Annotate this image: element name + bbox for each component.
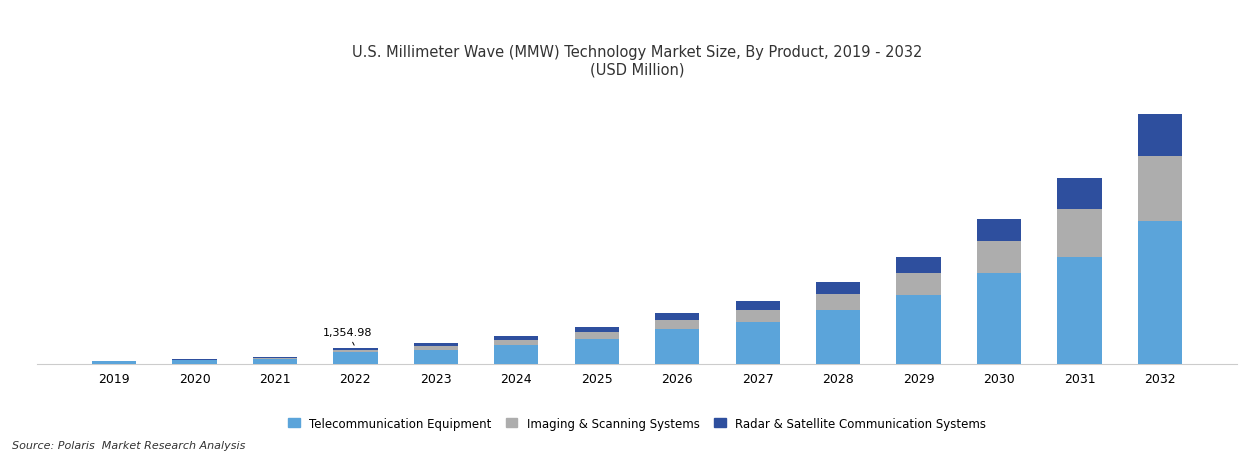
Bar xyxy=(1138,115,1182,156)
Bar xyxy=(816,311,861,364)
Bar xyxy=(252,357,297,358)
Bar xyxy=(1138,222,1182,364)
Bar xyxy=(977,242,1022,274)
Bar xyxy=(897,295,940,364)
Bar xyxy=(736,301,779,310)
Bar xyxy=(1058,210,1102,257)
Legend: Telecommunication Equipment, Imaging & Scanning Systems, Radar & Satellite Commu: Telecommunication Equipment, Imaging & S… xyxy=(284,412,990,435)
Bar xyxy=(977,220,1022,242)
Bar xyxy=(736,323,779,364)
Bar xyxy=(816,294,861,311)
Title: U.S. Millimeter Wave (MMW) Technology Market Size, By Product, 2019 - 2032
(USD : U.S. Millimeter Wave (MMW) Technology Ma… xyxy=(352,45,922,77)
Bar xyxy=(575,327,620,332)
Bar xyxy=(172,361,216,364)
Bar xyxy=(495,345,538,364)
Bar xyxy=(575,332,620,339)
Bar xyxy=(413,346,458,350)
Bar xyxy=(654,313,699,320)
Bar xyxy=(736,310,779,323)
Text: Source: Polaris  Market Research Analysis: Source: Polaris Market Research Analysis xyxy=(12,440,246,450)
Bar xyxy=(897,257,940,273)
Bar xyxy=(495,340,538,345)
Bar xyxy=(333,350,377,353)
Bar xyxy=(1058,179,1102,210)
Bar xyxy=(897,273,940,295)
Bar xyxy=(252,359,297,364)
Bar xyxy=(654,329,699,364)
Bar xyxy=(252,358,297,359)
Bar xyxy=(333,353,377,364)
Bar xyxy=(92,362,136,364)
Bar xyxy=(495,336,538,340)
Bar xyxy=(333,348,377,350)
Bar xyxy=(1058,257,1102,364)
Bar xyxy=(654,320,699,329)
Bar xyxy=(172,360,216,361)
Bar xyxy=(816,282,861,294)
Text: 1,354.98: 1,354.98 xyxy=(322,327,372,345)
Bar xyxy=(1138,156,1182,222)
Bar xyxy=(413,350,458,364)
Bar xyxy=(575,339,620,364)
Bar xyxy=(413,343,458,346)
Bar xyxy=(977,274,1022,364)
